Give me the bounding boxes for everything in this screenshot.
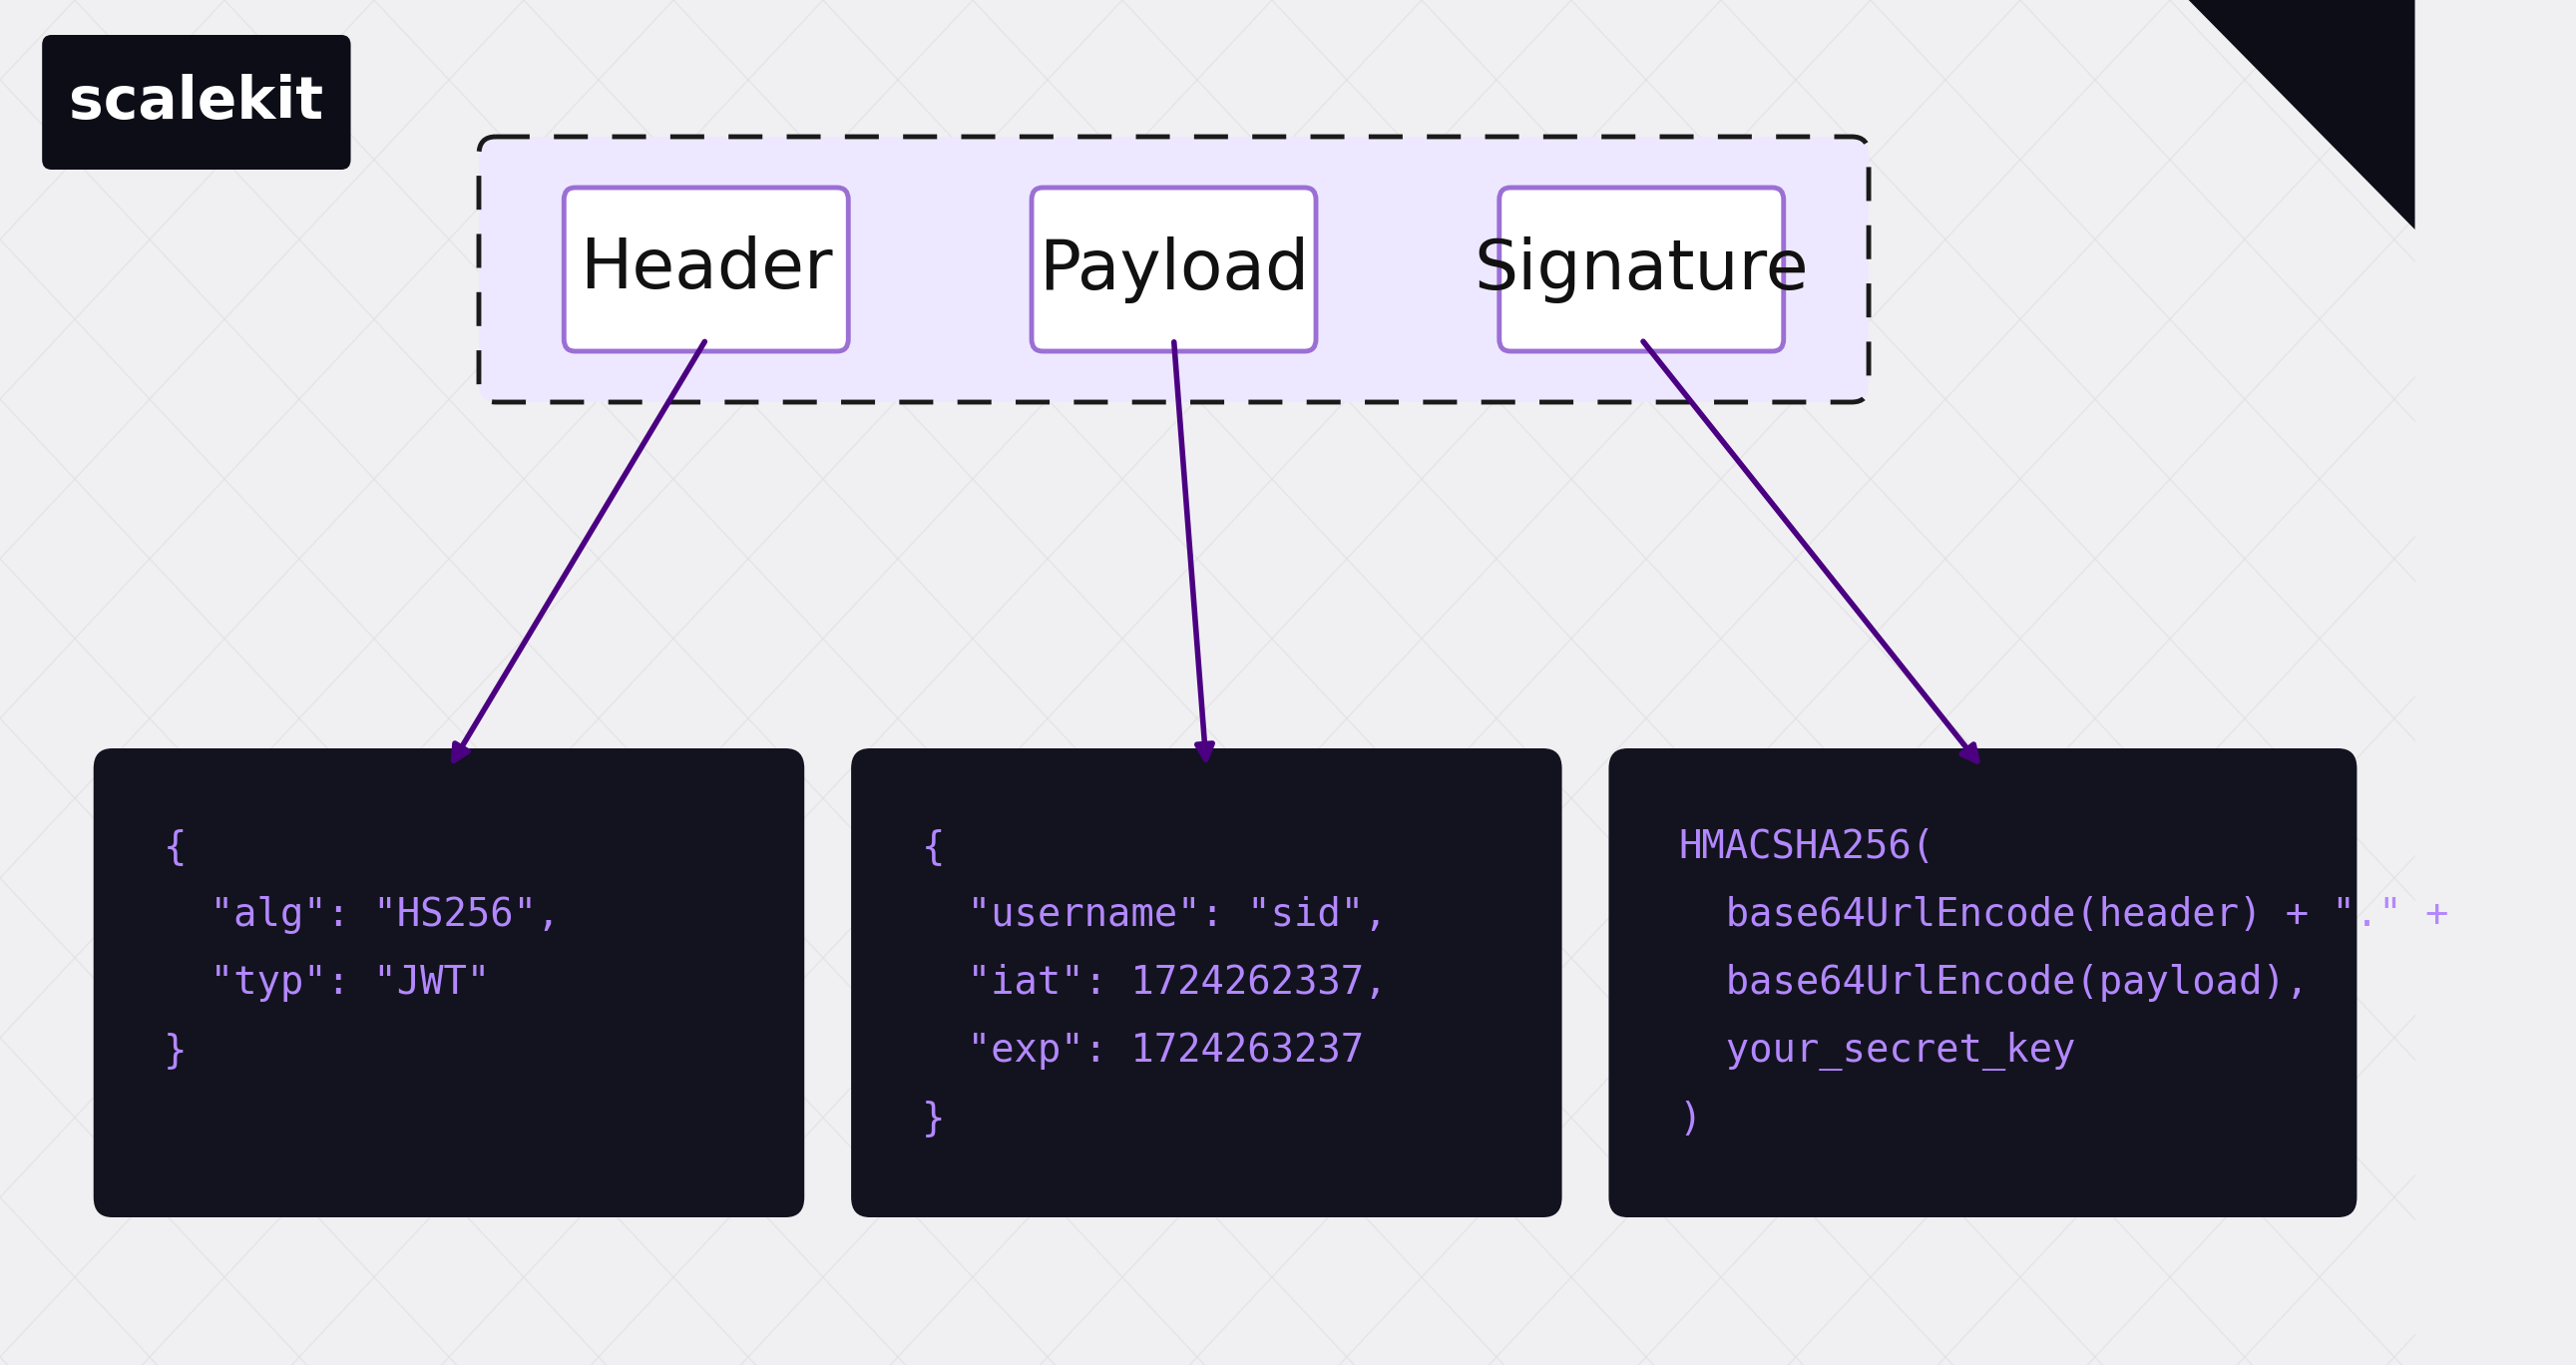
FancyBboxPatch shape	[479, 137, 1868, 403]
Text: {
  "username": "sid",
  "iat": 1724262337,
  "exp": 1724263237
}: { "username": "sid", "iat": 1724262337, …	[922, 829, 1388, 1137]
Text: {
  "alg": "HS256",
  "typ": "JWT"
}: { "alg": "HS256", "typ": "JWT" }	[165, 829, 559, 1070]
FancyBboxPatch shape	[93, 748, 804, 1218]
Text: Header: Header	[580, 236, 832, 303]
FancyBboxPatch shape	[41, 35, 350, 169]
FancyBboxPatch shape	[1499, 187, 1783, 351]
Text: Payload: Payload	[1038, 236, 1309, 303]
FancyBboxPatch shape	[564, 187, 848, 351]
Text: Signature: Signature	[1473, 236, 1808, 303]
Text: scalekit: scalekit	[70, 74, 325, 131]
FancyBboxPatch shape	[850, 748, 1561, 1218]
Text: HMACSHA256(
  base64UrlEncode(header) + "." +
  base64UrlEncode(payload),
  your: HMACSHA256( base64UrlEncode(header) + ".…	[1680, 829, 2447, 1138]
FancyBboxPatch shape	[1030, 187, 1316, 351]
Polygon shape	[2190, 0, 2414, 229]
FancyBboxPatch shape	[1607, 748, 2357, 1218]
